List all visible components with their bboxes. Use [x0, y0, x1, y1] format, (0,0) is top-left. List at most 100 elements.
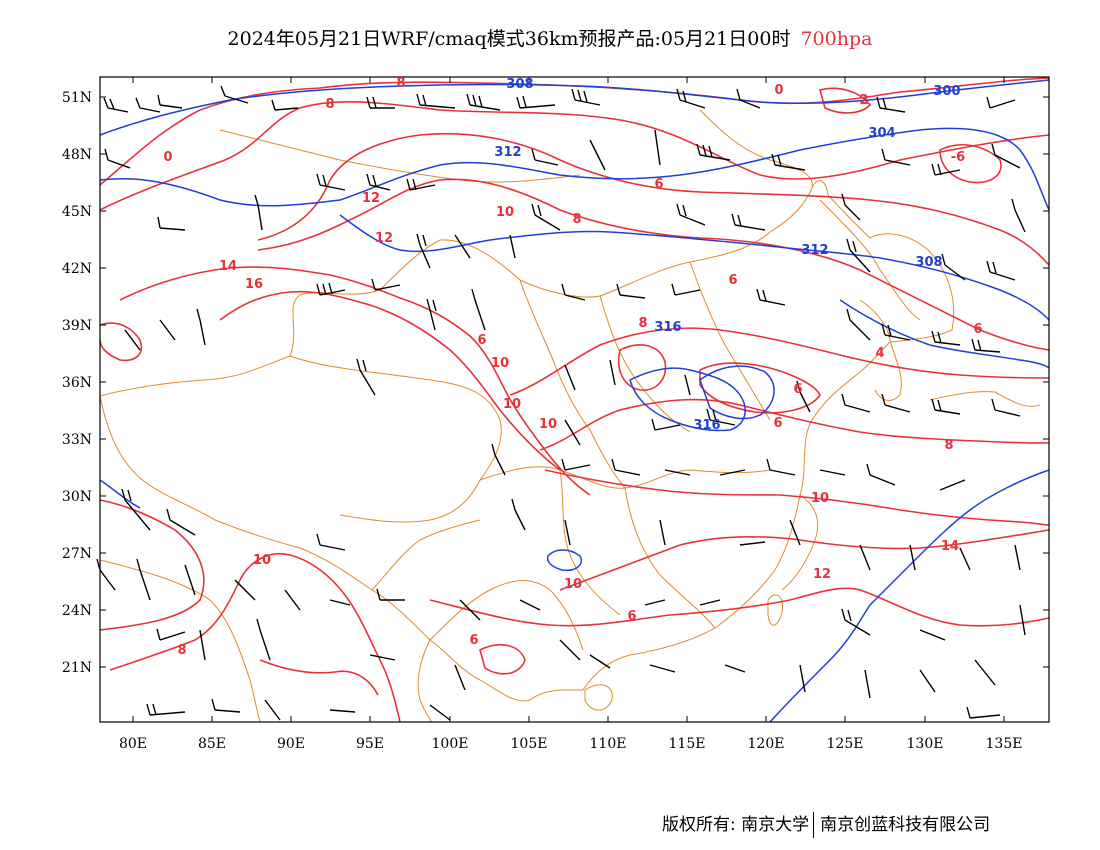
- wind-barb: [466, 93, 501, 111]
- temperature-label: 6: [627, 609, 636, 624]
- wind-barb: [671, 283, 701, 296]
- wind-barb: [146, 703, 186, 716]
- wind-barb: [376, 588, 405, 601]
- temperature-label: 10: [491, 356, 509, 371]
- copyright-footer: 版权所有: 南京大学 南京创蓝科技有限公司: [662, 810, 990, 838]
- x-tick-label: 115E: [669, 736, 706, 752]
- wind-barb: [459, 599, 481, 621]
- wind-barb: [919, 629, 946, 641]
- copyright-right: 南京创蓝科技有限公司: [820, 815, 991, 835]
- wind-barb: [696, 143, 731, 161]
- temperature-label: 10: [811, 491, 829, 506]
- wind-barb: [471, 288, 486, 331]
- temperature-label: 14: [219, 259, 237, 274]
- wind-barb: [264, 699, 281, 721]
- province-6: [599, 295, 691, 433]
- temperature-label: 6: [469, 633, 478, 648]
- geopotential-contours: [99, 79, 1050, 723]
- temperature-label: 10: [539, 417, 557, 432]
- temp-contour: [819, 87, 872, 114]
- wind-barb: [316, 533, 346, 551]
- temperature-label: 10: [253, 553, 271, 568]
- wind-barb: [121, 488, 151, 531]
- temp-contour: [257, 132, 1050, 266]
- wind-barb: [157, 216, 186, 231]
- wind-barb: [611, 458, 641, 476]
- coast-east: [781, 494, 819, 591]
- geo-contour: [339, 214, 1050, 321]
- wind-barb: [664, 469, 691, 476]
- wind-barb: [256, 618, 271, 661]
- wind-barb: [156, 628, 186, 641]
- y-axis: 51N 48N 45N 42N 39N 36N 33N 30N 27N 24N 21N: [62, 90, 1049, 676]
- wind-barb: [959, 547, 971, 571]
- wind-barb: [841, 393, 871, 413]
- wind-barb: [571, 88, 601, 106]
- wind-barb: [676, 203, 706, 226]
- wind-barb: [509, 234, 516, 259]
- wind-barb: [846, 238, 871, 273]
- wind-barb: [271, 99, 299, 111]
- wind-barb: [966, 706, 1001, 719]
- geopotential-label: 308: [506, 77, 533, 92]
- wind-barb: [651, 418, 681, 431]
- mongolia-border: [219, 129, 581, 183]
- temp-contour: [618, 344, 667, 391]
- wind-barb: [974, 659, 996, 686]
- wind-barb: [561, 283, 586, 301]
- temp-contour: [99, 499, 205, 631]
- title-text: 2024年05月21日WRF/cmaq模式36km预报产品:05月21日00时: [227, 28, 791, 50]
- wind-barbs: [96, 85, 1026, 721]
- wind-barb: [739, 541, 766, 546]
- wind-barb: [564, 419, 581, 446]
- wind-barb: [859, 544, 871, 571]
- wind-barb: [644, 599, 666, 606]
- geopotential-labels: 308 300 312 304 312 316 308 316: [494, 77, 960, 433]
- wind-barb: [986, 96, 1016, 109]
- wind-barb: [931, 330, 961, 346]
- wind-barb: [789, 519, 801, 546]
- wind-barb: [589, 654, 611, 669]
- map-background: [100, 77, 1049, 722]
- temperature-label: 6: [654, 177, 663, 192]
- geo-contour: [99, 127, 1050, 211]
- temperature-label: -6: [951, 150, 965, 165]
- wind-barb: [406, 178, 436, 191]
- geo-contour: [629, 367, 746, 432]
- temperature-label: 10: [564, 577, 582, 592]
- wind-barb: [1019, 604, 1026, 636]
- wind-barb: [184, 564, 196, 596]
- geopotential-label: 300: [933, 84, 960, 99]
- temp-contour: [219, 290, 561, 471]
- wind-barb: [564, 519, 571, 546]
- y-tick-label: 27N: [62, 546, 92, 562]
- wind-barb: [1011, 198, 1026, 233]
- wind-barb: [939, 479, 966, 491]
- wind-barb: [564, 364, 576, 391]
- wind-barb: [196, 308, 206, 346]
- wind-barb: [519, 599, 541, 611]
- temperature-label: 6: [973, 322, 982, 337]
- province-11: [819, 199, 921, 321]
- x-tick-label: 80E: [119, 736, 147, 752]
- temperature-label: 12: [375, 231, 393, 246]
- temperature-label: 8: [572, 212, 581, 227]
- pressure-level: 700hpa: [800, 28, 873, 50]
- wind-barb: [931, 398, 961, 415]
- wind-barb: [454, 664, 466, 691]
- map-title: 2024年05月21日WRF/cmaq模式36km预报产品:05月21日00时 7…: [0, 24, 1100, 51]
- x-tick-label: 85E: [198, 736, 226, 752]
- temperature-label: 6: [793, 382, 802, 397]
- x-tick-label: 120E: [748, 736, 785, 752]
- wind-barb: [766, 458, 796, 476]
- wind-barb: [429, 704, 451, 721]
- wind-barb: [649, 664, 676, 673]
- wind-barb: [919, 669, 936, 693]
- x-tick-label: 125E: [827, 736, 864, 752]
- x-axis: 80E 85E 90E 95E 100E 105E 110E 115E 120E 125E 130E…: [119, 77, 1022, 752]
- wind-barb: [531, 148, 559, 166]
- temperature-label: 4: [875, 346, 884, 361]
- wind-barb: [724, 664, 746, 673]
- temp-contour: [259, 659, 379, 696]
- temp-contour: [99, 322, 142, 362]
